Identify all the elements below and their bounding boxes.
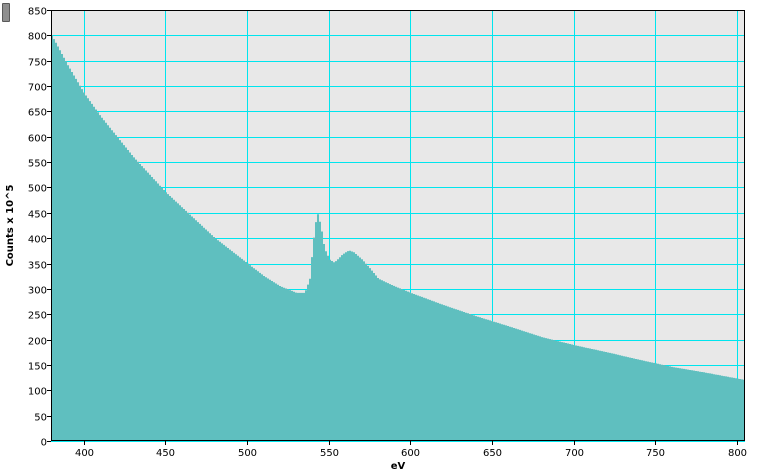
y-tick-label: 500 — [28, 184, 47, 195]
y-tick-label: 400 — [28, 235, 47, 246]
x-tick-label: 700 — [565, 448, 584, 459]
y-tick-label: 800 — [28, 32, 47, 43]
x-tick-label: 450 — [156, 448, 175, 459]
y-tick-label: 250 — [28, 311, 47, 322]
x-tick-label: 600 — [401, 448, 420, 459]
x-tick-label: 500 — [238, 448, 257, 459]
scroll-handle[interactable] — [2, 3, 10, 22]
y-tick-label: 600 — [28, 134, 47, 145]
x-tick-label: 400 — [75, 448, 94, 459]
y-tick-label: 50 — [34, 413, 47, 424]
x-tick-label: 750 — [646, 448, 665, 459]
y-axis: 0 50 100 150 200 250 300 350 400 450 500 550 600 650 7… — [28, 7, 51, 449]
spectrum-area-series — [51, 35, 745, 442]
y-tick-label: 0 — [41, 438, 47, 449]
y-tick-label: 700 — [28, 83, 47, 94]
y-tick-label: 100 — [28, 387, 47, 398]
y-tick-label: 350 — [28, 261, 47, 272]
x-tick-label: 550 — [320, 448, 339, 459]
x-axis: 400 450 500 550 600 650 700 750 800 — [75, 441, 747, 459]
y-tick-label: 850 — [28, 7, 47, 18]
y-tick-label: 750 — [28, 58, 47, 69]
x-tick-label: 650 — [483, 448, 502, 459]
plot-border — [51, 10, 745, 441]
x-axis-title: eV — [391, 461, 406, 472]
y-tick-label: 300 — [28, 286, 47, 297]
x-tick-label: 800 — [728, 448, 747, 459]
y-tick-label: 450 — [28, 210, 47, 221]
y-tick-label: 550 — [28, 159, 47, 170]
y-tick-label: 200 — [28, 337, 47, 348]
y-tick-label: 150 — [28, 362, 47, 373]
y-axis-title: Counts x 10^5 — [5, 185, 16, 267]
y-tick-label: 650 — [28, 108, 47, 119]
